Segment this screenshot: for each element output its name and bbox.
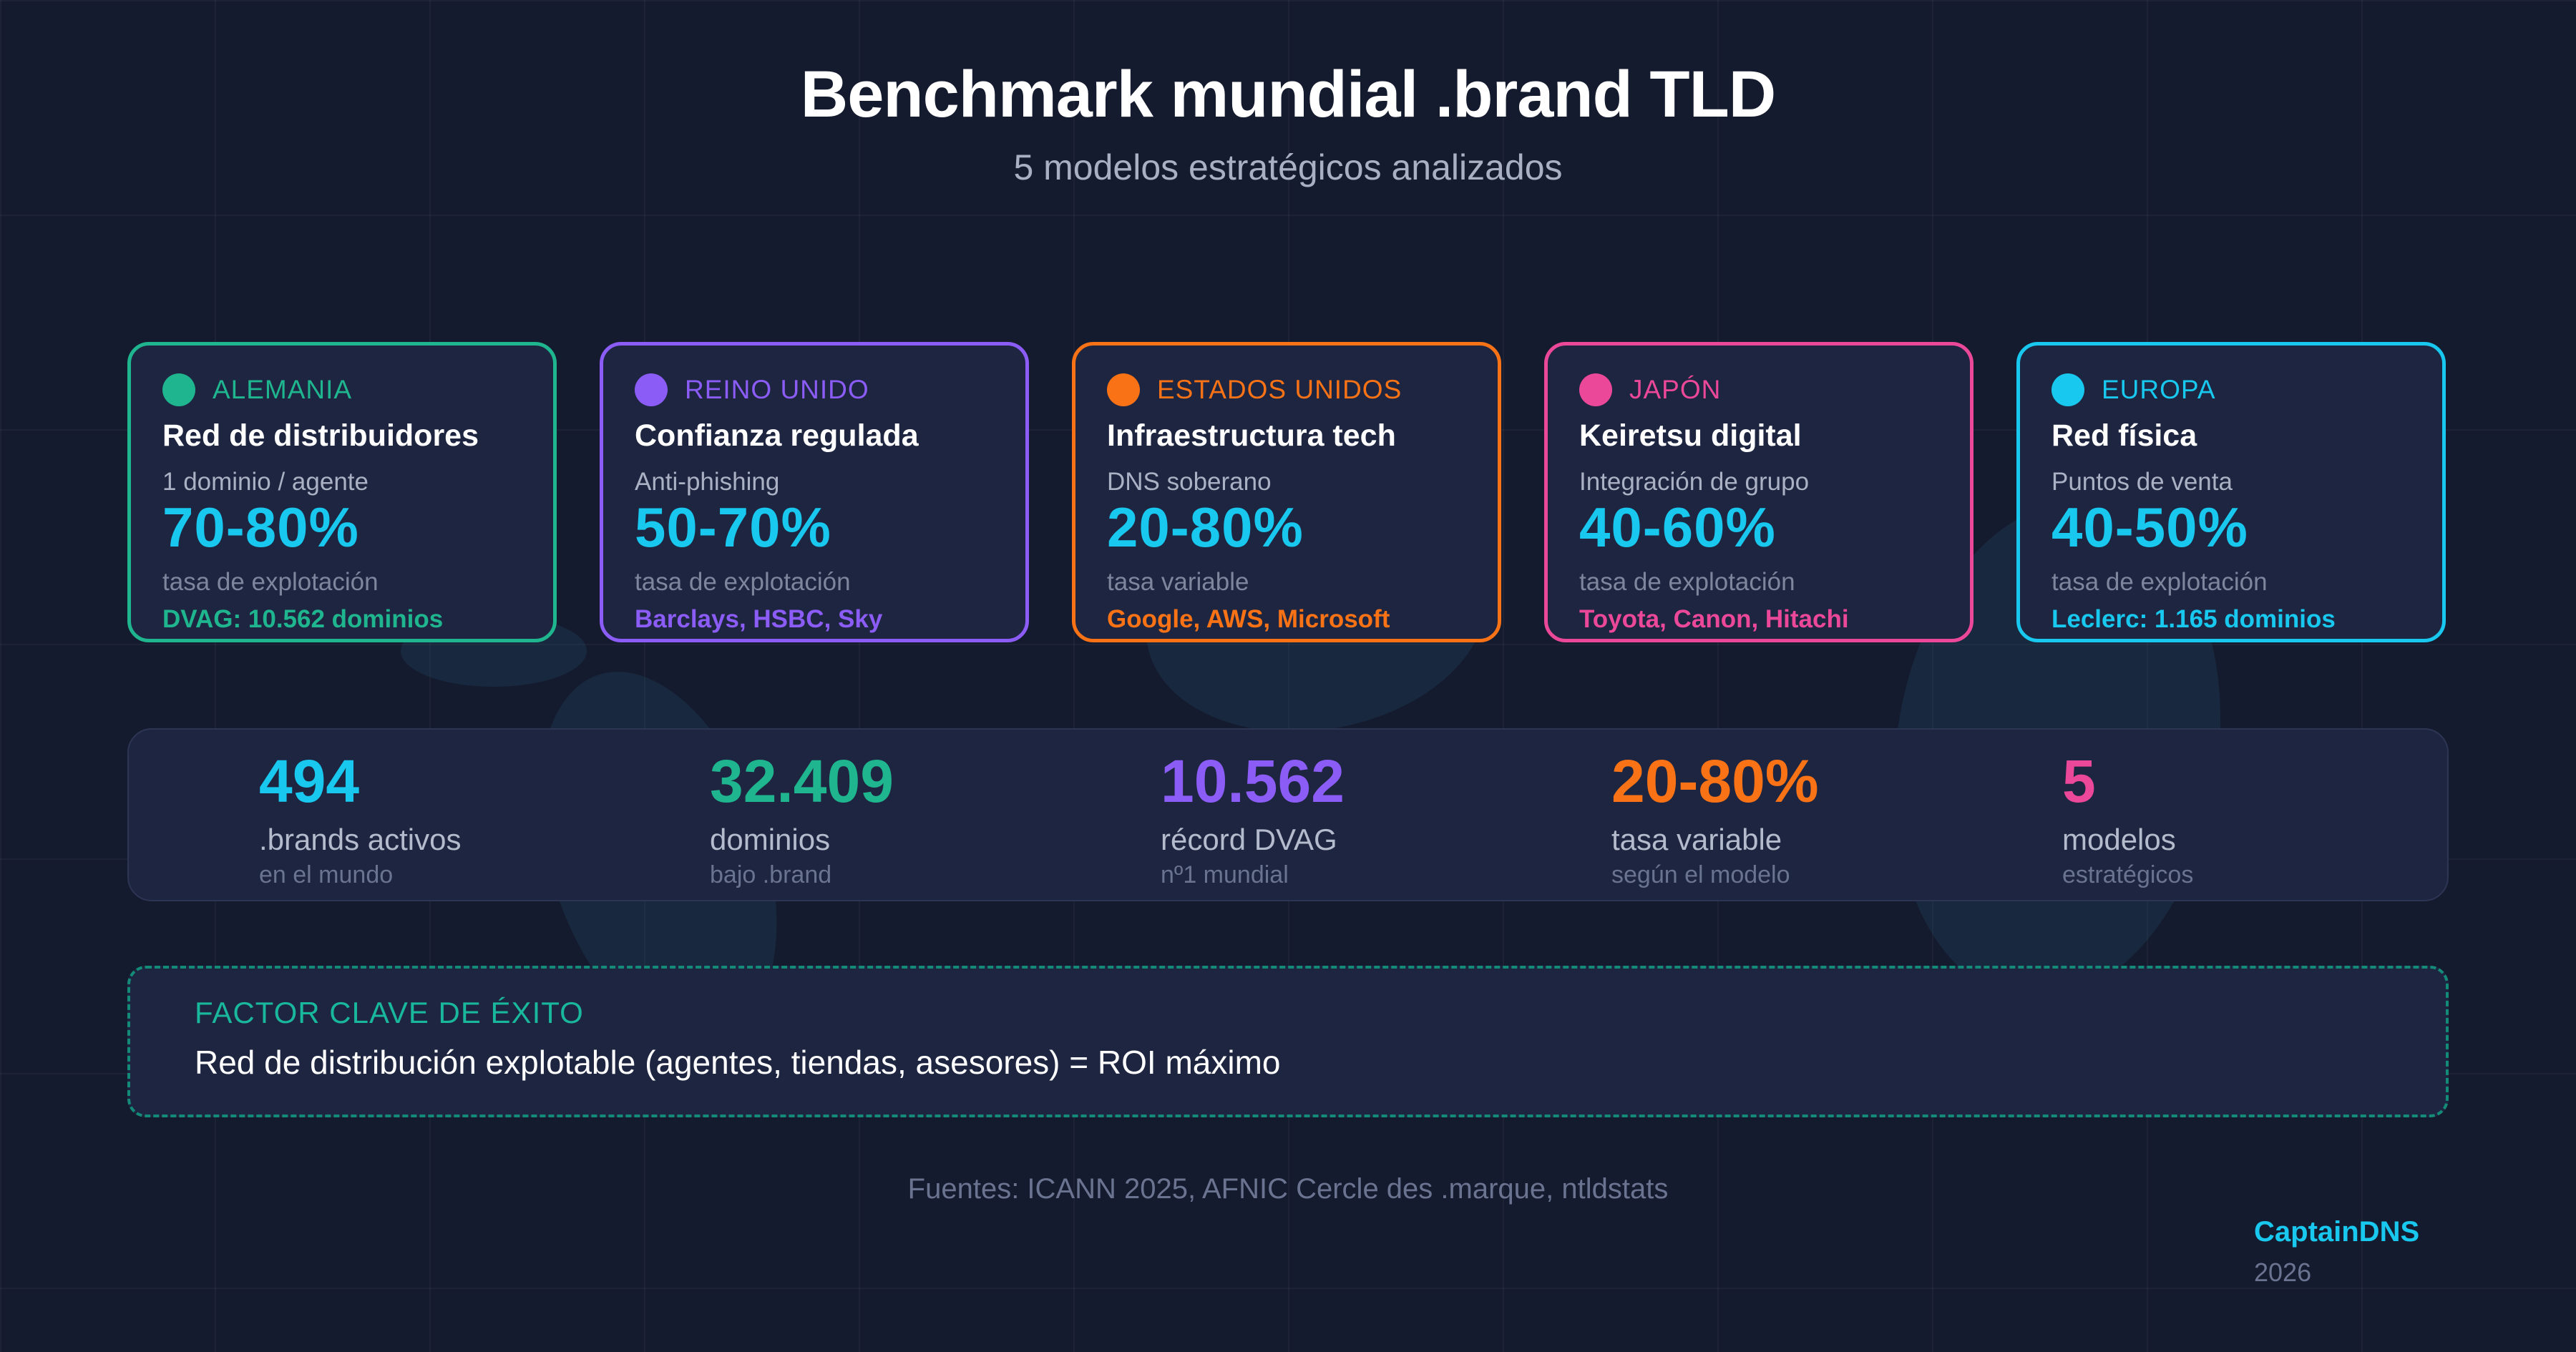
model-card-alemania: ALEMANIA Red de distribuidores 1 dominio… [127,342,557,642]
card-model-name: Red de distribuidores [162,418,479,453]
model-card-reino-unido: REINO UNIDO Confianza regulada Anti-phis… [600,342,1029,642]
card-example: Leclerc: 1.165 dominios [2051,605,2336,633]
dot-icon [162,373,195,406]
dot-icon [2051,373,2084,406]
card-description: Anti-phishing [635,468,780,496]
key-factor-box: FACTOR CLAVE DE ÉXITO Red de distribució… [127,966,2449,1117]
stat-label: modelos [2062,823,2176,856]
card-model-name: Red física [2051,418,2197,453]
card-percentage: 50-70% [635,496,831,559]
card-model-name: Infraestructura tech [1107,418,1396,453]
dot-icon [1579,373,1612,406]
card-model-name: Keiretsu digital [1579,418,1802,453]
model-card-estados-unidos: ESTADOS UNIDOS Infraestructura tech DNS … [1072,342,1501,642]
stat-value: 5 [2062,748,2096,815]
stat-sublabel: en el mundo [259,861,394,888]
dot-icon [635,373,668,406]
stat-item: 32.409 dominios bajo .brand [710,751,1111,889]
stat-label: .brands activos [259,823,462,856]
card-description: Puntos de venta [2051,468,2233,496]
card-example: Google, AWS, Microsoft [1107,605,1390,633]
stat-value: 494 [259,748,360,815]
key-factor-label: FACTOR CLAVE DE ÉXITO [195,996,584,1029]
card-rate-label: tasa de explotación [162,568,379,596]
stat-value: 20-80% [1611,748,1819,815]
stat-item: 494 .brands activos en el mundo [259,751,660,889]
card-region: ESTADOS UNIDOS [1157,375,1402,404]
model-card-europa: EUROPA Red física Puntos de venta 40-50%… [2016,342,2446,642]
card-rate-label: tasa de explotación [2051,568,2268,596]
model-card-japon: JAPÓN Keiretsu digital Integración de gr… [1544,342,1974,642]
stat-item: 10.562 récord DVAG nº1 mundial [1161,751,1561,889]
stat-value: 10.562 [1161,748,1345,815]
page-subtitle: 5 modelos estratégicos analizados [1013,147,1563,187]
stat-item: 5 modelos estratégicos [2062,751,2463,889]
stat-sublabel: nº1 mundial [1161,861,1289,888]
card-example: Toyota, Canon, Hitachi [1579,605,1849,633]
card-percentage: 20-80% [1107,496,1304,559]
card-rate-label: tasa de explotación [635,568,851,596]
stat-sublabel: estratégicos [2062,861,2194,888]
card-model-name: Confianza regulada [635,418,919,453]
card-example: DVAG: 10.562 dominios [162,605,444,633]
card-description: Integración de grupo [1579,468,1810,496]
year-label: 2026 [2254,1258,2312,1287]
stat-value: 32.409 [710,748,894,815]
stat-sublabel: bajo .brand [710,861,832,888]
stat-label: tasa variable [1611,823,1782,856]
stat-label: récord DVAG [1161,823,1337,856]
card-rate-label: tasa variable [1107,568,1249,596]
card-percentage: 40-60% [1579,496,1776,559]
stats-bar: 494 .brands activos en el mundo 32.409 d… [127,728,2449,901]
card-percentage: 70-80% [162,496,359,559]
card-region: JAPÓN [1629,375,1722,404]
brand-logo-text: CaptainDNS [2254,1216,2420,1248]
sources-note: Fuentes: ICANN 2025, AFNIC Cercle des .m… [907,1173,1669,1205]
card-region: ALEMANIA [213,375,353,404]
card-description: 1 dominio / agente [162,468,369,496]
dot-icon [1107,373,1140,406]
stat-label: dominios [710,823,831,856]
card-region: REINO UNIDO [685,375,869,404]
card-description: DNS soberano [1107,468,1272,496]
card-region: EUROPA [2102,375,2216,404]
card-rate-label: tasa de explotación [1579,568,1795,596]
card-example: Barclays, HSBC, Sky [635,605,883,633]
stat-sublabel: según el modelo [1611,861,1790,888]
stat-item: 20-80% tasa variable según el modelo [1611,751,2012,889]
card-percentage: 40-50% [2051,496,2248,559]
key-factor-text: Red de distribución explotable (agentes,… [195,1044,1281,1081]
page-title: Benchmark mundial .brand TLD [800,58,1776,131]
